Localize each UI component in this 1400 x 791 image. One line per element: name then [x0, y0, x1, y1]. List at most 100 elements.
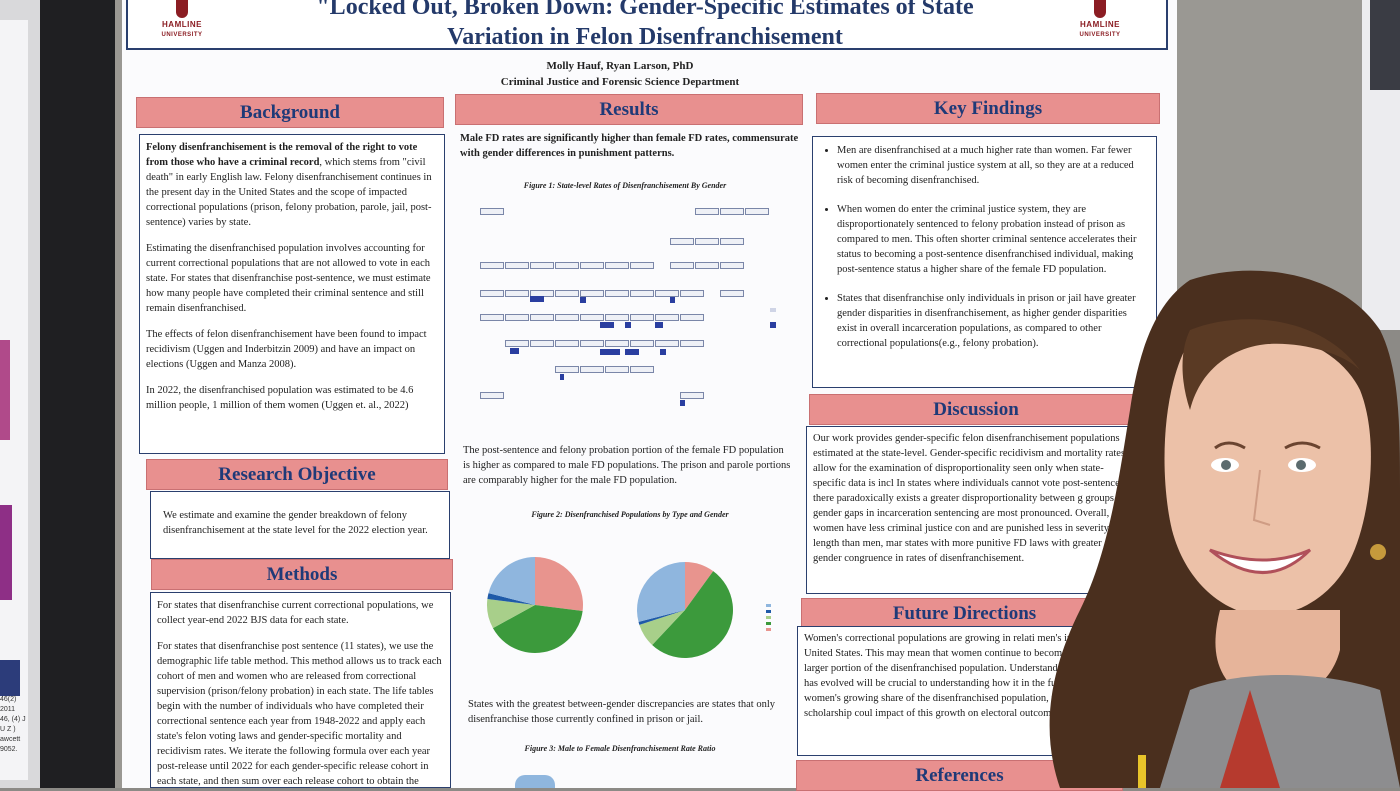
methods-heading: Methods	[151, 559, 453, 590]
figure-3-caption: Figure 3: Male to Female Disenfranchisem…	[524, 744, 716, 753]
neighbor-poster-graphic	[0, 505, 12, 600]
map-rate-bar	[625, 349, 639, 355]
pie-slice	[639, 610, 685, 645]
key-findings-box: Men are disenfranchised at a much higher…	[812, 136, 1157, 388]
map-state-tile	[530, 314, 554, 321]
background-box: Felony disenfranchisement is the removal…	[139, 134, 445, 454]
research-objective-box: We estimate and examine the gender break…	[150, 491, 450, 559]
figure-2-caption: Figure 2: Disenfranchised Populations by…	[531, 510, 729, 519]
map-state-tile	[655, 314, 679, 321]
map-state-tile	[580, 290, 604, 297]
map-state-tile	[555, 262, 579, 269]
key-findings-list: Men are disenfranchised at a much higher…	[821, 143, 1148, 351]
methods-box: For states that disenfranchise current c…	[150, 592, 451, 788]
pie-slice	[637, 562, 685, 622]
map-state-tile	[480, 290, 504, 297]
map-rate-bar	[660, 349, 666, 355]
poster-title: "Locked Out, Broken Down: Gender-Specifi…	[215, 0, 1075, 52]
presenter-photo	[1049, 270, 1400, 788]
map-state-tile	[680, 392, 704, 399]
pie-slice	[638, 610, 685, 625]
pie-slice	[535, 557, 583, 612]
map-state-tile	[680, 340, 704, 347]
department: Criminal Justice and Forensic Science De…	[500, 76, 740, 88]
map-state-tile	[605, 366, 629, 373]
results-para-3: States with the greatest between-gender …	[468, 699, 776, 725]
map-state-tile	[555, 314, 579, 321]
results-para-2: The post-sentence and felony probation p…	[463, 445, 791, 486]
map-state-tile	[580, 314, 604, 321]
map-state-tile	[680, 290, 704, 297]
map-rate-bar	[580, 297, 586, 303]
authors-block: Molly Hauf, Ryan Larson, PhD Criminal Ju…	[420, 58, 820, 90]
legend-swatch	[766, 628, 771, 631]
map-rate-bar	[670, 297, 675, 303]
neighbor-poster-graphic	[0, 660, 20, 696]
pie-slice	[685, 562, 714, 610]
map-rate-bar	[655, 322, 663, 328]
map-state-tile	[505, 262, 529, 269]
map-state-tile	[480, 262, 504, 269]
neighbor-poster-references: 46(2) 2011 46, (4) J U Z ) awcett 9052.	[0, 696, 26, 753]
background-p3: The effects of felon disenfranchisement …	[146, 329, 427, 370]
hamline-logo-left: HAMLINE UNIVERSITY	[152, 0, 212, 38]
results-heading: Results	[455, 94, 803, 125]
map-rate-bar	[770, 322, 776, 328]
map-state-tile	[530, 262, 554, 269]
hamline-logo-right: HAMLINE UNIVERSITY	[1070, 0, 1130, 38]
discussion-heading: Discussion	[809, 394, 1143, 425]
poster-title-line-2: Variation in Felon Disenfranchisement	[447, 24, 843, 50]
map-state-tile	[630, 366, 654, 373]
map-state-tile	[555, 366, 579, 373]
background-p1-bold: Felony disenfranchisement is the removal…	[146, 142, 418, 168]
map-state-tile	[580, 366, 604, 373]
map-state-tile	[630, 290, 654, 297]
map-state-tile	[580, 262, 604, 269]
background-heading: Background	[136, 97, 444, 128]
map-state-tile	[720, 238, 744, 245]
map-state-tile	[555, 340, 579, 347]
map-state-tile	[630, 340, 654, 347]
map-state-tile	[670, 262, 694, 269]
map-rate-bar	[510, 348, 519, 354]
methods-p1: For states that disenfranchise current c…	[157, 600, 434, 626]
pie-slice	[652, 571, 733, 658]
map-rate-bar	[625, 322, 631, 328]
map-state-tile	[630, 314, 654, 321]
legend-swatch	[766, 610, 771, 613]
map-state-tile	[505, 314, 529, 321]
map-state-tile	[605, 290, 629, 297]
map-state-tile	[630, 262, 654, 269]
methods-p2: For states that disenfranchise post sent…	[157, 641, 442, 787]
map-state-tile	[745, 208, 769, 215]
background-p4: In 2022, the disenfranchised population …	[146, 385, 414, 411]
hamline-shield-icon	[176, 0, 188, 18]
lanyard	[1138, 755, 1146, 788]
key-finding-item: When women do enter the criminal justice…	[837, 202, 1148, 277]
figure-1-state-grid-map	[470, 200, 800, 430]
discussion-box: Our work provides gender-specific felon …	[806, 426, 1136, 594]
map-state-tile	[480, 314, 504, 321]
future-directions-heading: Future Directions	[801, 598, 1128, 629]
pie-slice	[488, 557, 535, 605]
map-state-tile	[670, 238, 694, 245]
legend-swatch	[766, 616, 771, 619]
map-state-tile	[580, 340, 604, 347]
map-state-tile	[555, 290, 579, 297]
key-findings-heading: Key Findings	[816, 93, 1160, 124]
figure-1-caption: Figure 1: State-level Rates of Disenfran…	[523, 181, 727, 190]
hamline-shield-icon	[1094, 0, 1106, 18]
figure-2-pie-female	[487, 557, 583, 653]
neighbor-poster-graphic	[0, 340, 10, 440]
map-state-tile	[505, 290, 529, 297]
map-state-tile	[720, 208, 744, 215]
background-p2: Estimating the disenfranchised populatio…	[146, 243, 431, 314]
map-rate-bar	[600, 322, 614, 328]
map-state-tile	[695, 262, 719, 269]
map-state-tile	[530, 340, 554, 347]
map-rate-bar	[530, 296, 544, 302]
map-state-tile	[695, 238, 719, 245]
pie-slice	[492, 605, 583, 653]
figure-2-pie-male	[637, 562, 733, 658]
map-state-tile	[695, 208, 719, 215]
